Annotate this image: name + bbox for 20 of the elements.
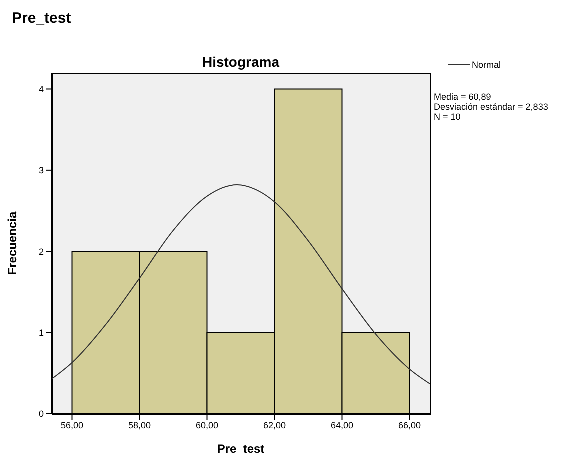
- text: Desviación estándar = 2,833: [434, 102, 548, 112]
- x-tick-label: 62,00: [263, 420, 286, 430]
- x-tick-label: 58,00: [128, 420, 152, 430]
- y-tick-label: 3: [38, 166, 44, 176]
- y-axis-title: Frecuencia: [5, 212, 20, 276]
- x-tick-label: 66,00: [398, 420, 422, 430]
- x-tick-label: 64,00: [330, 420, 354, 430]
- text: Media = 60,89: [434, 92, 492, 102]
- y-tick-label: 0: [38, 409, 44, 420]
- y-tick-label: 1: [38, 328, 44, 338]
- x-axis-title: Pre_test: [217, 442, 265, 455]
- chart-subtitle: Pre_test: [12, 10, 72, 27]
- x-tick-label: 60,00: [196, 420, 219, 430]
- x-tick-label: 56,00: [60, 420, 84, 430]
- chart-title: Histograma: [201, 54, 281, 70]
- text: N = 10: [434, 112, 462, 122]
- line-series: [52, 184, 430, 384]
- legend-label: Normal: [472, 60, 502, 70]
- y-tick-label: 2: [38, 246, 44, 257]
- y-tick-label: 4: [38, 84, 44, 94]
